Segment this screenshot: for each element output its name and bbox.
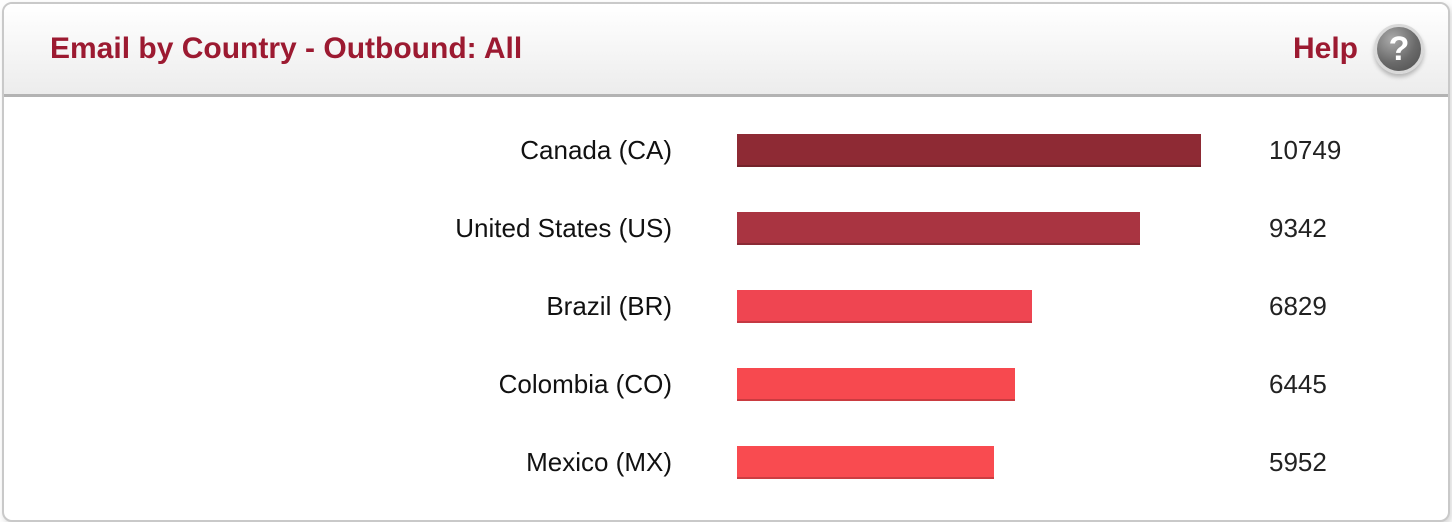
- bar: [737, 289, 1032, 323]
- value-label: 6829: [1269, 290, 1327, 321]
- chart-row: Canada (CA) 10749: [4, 111, 1448, 189]
- help-link[interactable]: Help: [1292, 32, 1358, 65]
- chart-row: Mexico (MX) 5952: [4, 423, 1448, 501]
- bar: [737, 211, 1140, 245]
- value-label: 6445: [1269, 368, 1327, 399]
- country-label: Colombia (CO): [498, 368, 672, 399]
- country-label: Brazil (BR): [546, 290, 672, 321]
- country-label: Mexico (MX): [526, 446, 672, 477]
- chart-row: Colombia (CO) 6445: [4, 345, 1448, 423]
- value-label: 10749: [1269, 134, 1342, 165]
- country-label: United States (US): [455, 212, 672, 243]
- chart-row: United States (US) 9342: [4, 189, 1448, 267]
- help-area: Help ?: [1293, 24, 1424, 74]
- bar-chart: Canada (CA) 10749 United States (US) 9342 Br…: [4, 97, 1448, 501]
- bar: [737, 133, 1201, 167]
- bar-track: [737, 445, 1201, 479]
- panel-header: Email by Country - Outbound: All Help ?: [4, 4, 1448, 97]
- bar-track: [737, 133, 1201, 167]
- bar-track: [737, 367, 1201, 401]
- panel-title: Email by Country - Outbound: All: [50, 32, 523, 65]
- value-label: 9342: [1269, 212, 1327, 243]
- bar-track: [737, 211, 1201, 245]
- bar: [737, 367, 1015, 401]
- question-mark-icon[interactable]: ?: [1374, 24, 1424, 74]
- bar: [737, 445, 994, 479]
- bar-track: [737, 289, 1201, 323]
- country-label: Canada (CA): [520, 134, 672, 165]
- value-label: 5952: [1269, 446, 1327, 477]
- chart-row: Brazil (BR) 6829: [4, 267, 1448, 345]
